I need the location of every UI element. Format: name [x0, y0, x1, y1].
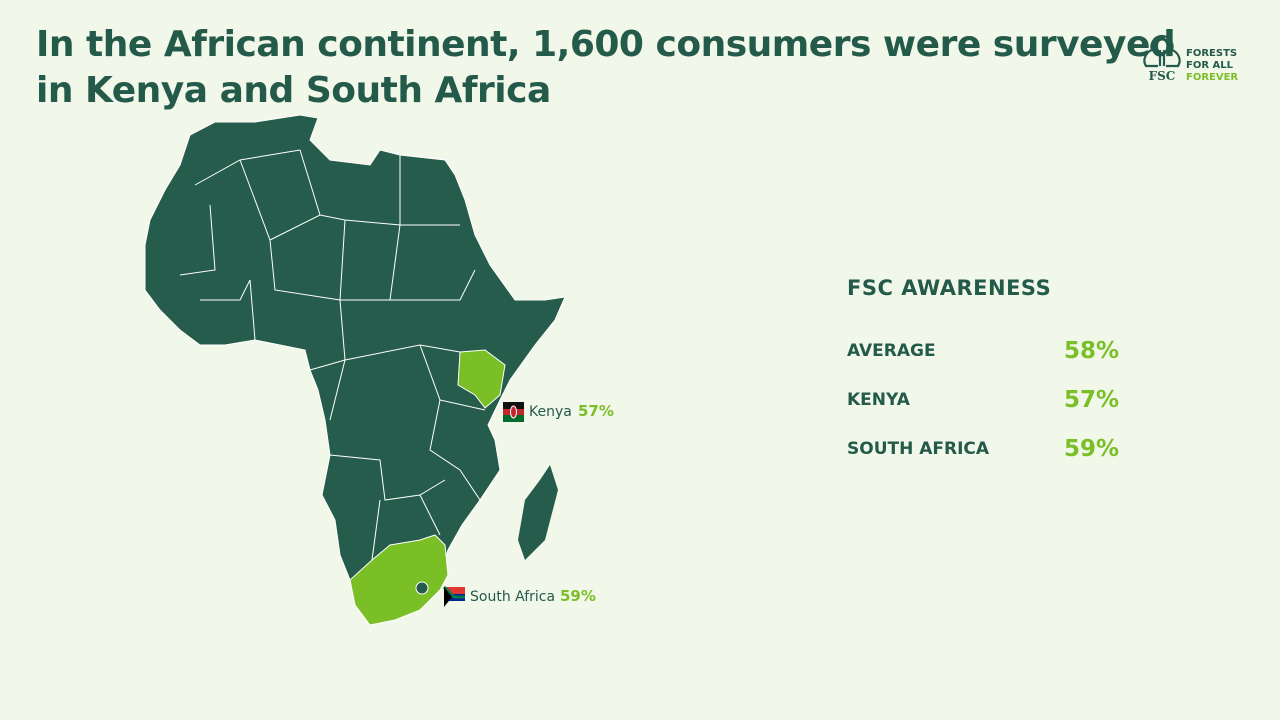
fsc-logo: FSC FORESTS FOR ALL FOREVER [1143, 34, 1238, 83]
madagascar [518, 465, 558, 560]
kenya [457, 349, 506, 409]
awareness-heading: FSC AWARENESS [847, 276, 1052, 300]
awareness-value: 58% [1063, 337, 1119, 364]
awareness-row: AVERAGE 58% [847, 326, 1119, 375]
africa-map [144, 114, 566, 626]
awareness-row: KENYA 57% [847, 375, 1119, 424]
awareness-value: 57% [1063, 386, 1119, 413]
south-africa [349, 534, 449, 626]
borders [179, 149, 486, 561]
south-africa-flag [442, 585, 465, 607]
awareness-rows: AVERAGE 58% KENYA 57% SOUTH AFRICA 59% [847, 326, 1119, 473]
awareness-label: SOUTH AFRICA [847, 438, 990, 459]
awareness-row: SOUTH AFRICA 59% [847, 424, 1119, 473]
title-line: in Kenya and South Africa [36, 70, 551, 111]
map-label-value: 57% [578, 402, 614, 420]
logo-brand: FSC [1149, 69, 1176, 83]
kenya-flag [503, 402, 524, 422]
map-label-value: 59% [560, 587, 596, 605]
awareness-panel: FSC AWARENESS AVERAGE 58% KENYA 57% SOUTH AF… [847, 276, 1119, 473]
title-line: In the African continent, 1,600 consumer… [36, 24, 1176, 65]
awareness-value: 59% [1063, 435, 1119, 462]
awareness-label: AVERAGE [847, 340, 936, 361]
logo-tagline: FORESTS [1186, 48, 1237, 59]
logo-tagline: FOR ALL [1186, 60, 1234, 71]
title: In the African continent, 1,600 consumer… [36, 22, 1176, 114]
awareness-label: KENYA [847, 389, 910, 410]
map-label-name: Kenya [529, 404, 572, 420]
logo-tagline: FOREVER [1186, 72, 1238, 83]
lesotho [415, 581, 429, 595]
map-label-name: South Africa [470, 589, 555, 605]
